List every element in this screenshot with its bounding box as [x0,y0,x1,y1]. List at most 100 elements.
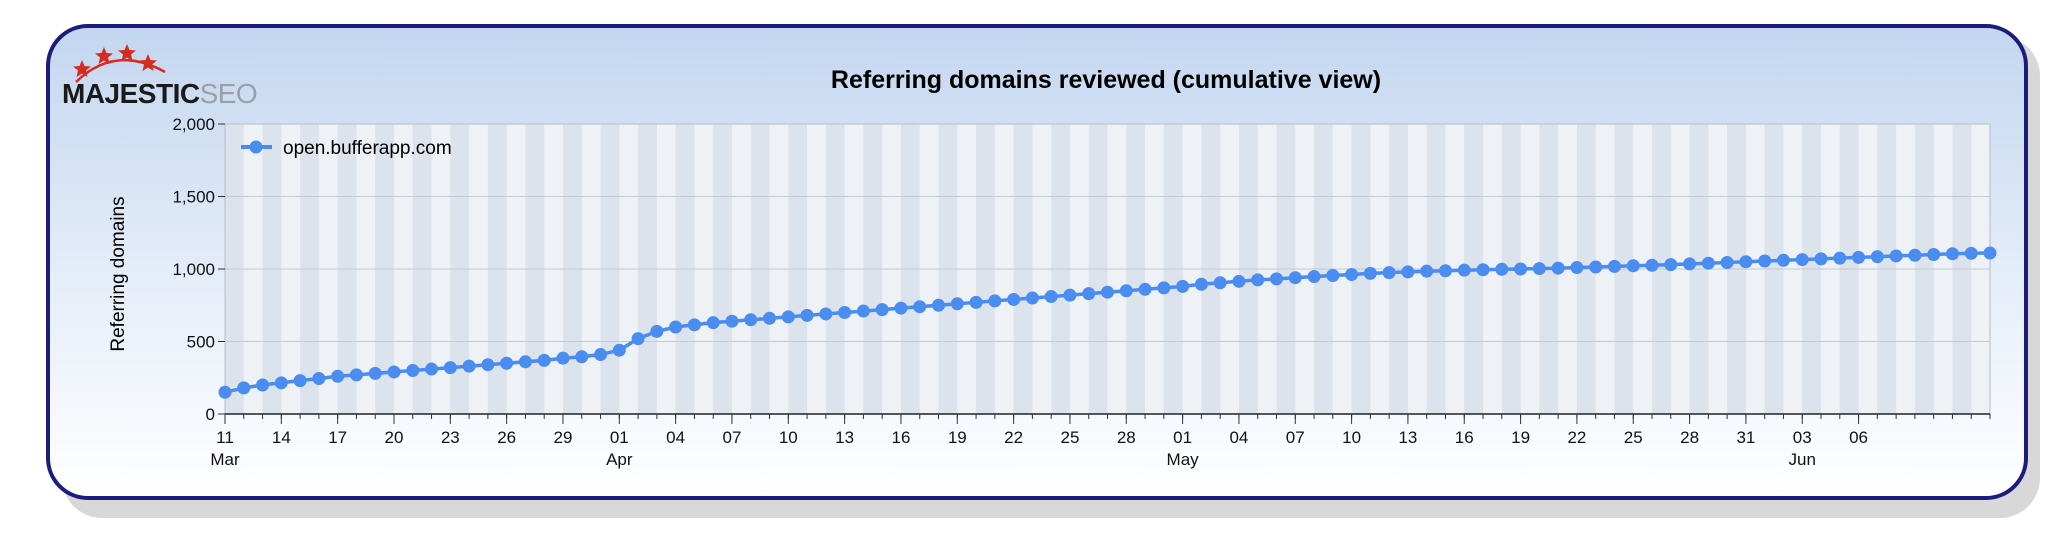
data-point [819,307,833,321]
data-point [331,369,345,383]
data-point [1495,262,1509,276]
data-point [669,320,683,334]
data-point [518,355,532,369]
x-tick-label: 20 [385,428,404,447]
svg-text:MAJESTICSEO: MAJESTICSEO [62,78,257,109]
x-tick-label: 23 [441,428,460,447]
data-point [425,362,439,376]
x-month-label: May [1167,450,1200,469]
data-point [1401,265,1415,279]
logo-stars-icon [73,44,166,83]
data-point [1194,277,1208,291]
x-tick-label: 07 [1286,428,1305,447]
data-point [706,316,720,330]
data-point [687,318,701,332]
data-point [1063,288,1077,302]
data-point [1119,284,1133,298]
logo-sub-text: SEO [200,78,258,109]
data-point [1025,291,1039,305]
x-tick-label: 31 [1736,428,1755,447]
data-point [1814,252,1828,266]
x-tick-label: 01 [610,428,629,447]
data-point [1476,263,1490,277]
data-point [969,295,983,309]
data-point [988,294,1002,308]
data-point [1326,269,1340,283]
x-tick-label: 16 [891,428,910,447]
y-tick-label: 2,000 [172,115,215,134]
data-point [1044,290,1058,304]
y-tick-label: 0 [206,405,215,424]
y-tick-label: 1,500 [172,188,215,207]
data-point [800,308,814,322]
data-point [1908,248,1922,262]
data-point [368,366,382,380]
data-point [462,359,476,373]
legend-entry-label: open.bufferapp.com [283,138,452,159]
x-tick-label: 03 [1793,428,1812,447]
x-month-label: Apr [606,450,633,469]
x-tick-label: 11 [216,428,234,447]
data-point [744,313,758,327]
y-tick-label: 500 [187,333,215,352]
data-point [650,324,664,338]
y-axis-ticks: 0 500 1,000 1,500 2,000 [172,115,225,424]
data-point [1438,264,1452,278]
data-point [932,298,946,312]
data-point [237,381,251,395]
data-point [1795,253,1809,267]
data-point [1945,247,1959,261]
data-point [1363,266,1377,280]
data-point [537,353,551,367]
x-tick-label: 19 [948,428,967,447]
data-point [1589,260,1603,274]
x-tick-label: 14 [272,428,291,447]
data-point [950,297,964,311]
data-point [1551,261,1565,275]
data-point [312,371,326,385]
data-point [256,378,270,392]
data-point [1570,261,1584,275]
data-point [1626,259,1640,273]
data-point [406,364,420,377]
data-point [349,368,363,382]
data-point [556,351,570,365]
data-point [1607,259,1621,273]
data-point [1007,292,1021,306]
data-point [218,385,232,399]
x-tick-label: 13 [835,428,854,447]
x-tick-label: 10 [779,428,798,447]
x-tick-label: 25 [1060,428,1079,447]
data-point [1514,262,1528,276]
data-point [575,350,589,364]
majestic-seo-logo: MAJESTICSEO [62,44,258,109]
data-point [725,314,739,328]
data-point [856,304,870,318]
data-point [1457,263,1471,277]
x-month-label: Mar [210,450,240,469]
x-tick-label: 01 [1173,428,1192,447]
x-month-label: Jun [1789,450,1816,469]
data-point [1251,273,1265,287]
x-tick-label: 29 [554,428,573,447]
data-point [1082,287,1096,301]
logo-main-text: MAJESTIC [62,78,200,109]
data-point [838,306,852,319]
data-point [1382,266,1396,280]
data-point [1776,253,1790,267]
data-point [875,303,889,317]
data-point [913,300,927,314]
data-point [387,365,401,379]
data-point [1176,279,1190,293]
legend: open.bufferapp.com [241,138,452,159]
data-point [1420,264,1434,278]
x-tick-label: 19 [1511,428,1530,447]
data-point [1157,281,1171,295]
x-tick-label: 28 [1680,428,1699,447]
x-tick-label: 25 [1624,428,1643,447]
data-point [1307,270,1321,284]
data-point [781,310,795,324]
data-point [443,361,457,375]
data-point [894,301,908,315]
